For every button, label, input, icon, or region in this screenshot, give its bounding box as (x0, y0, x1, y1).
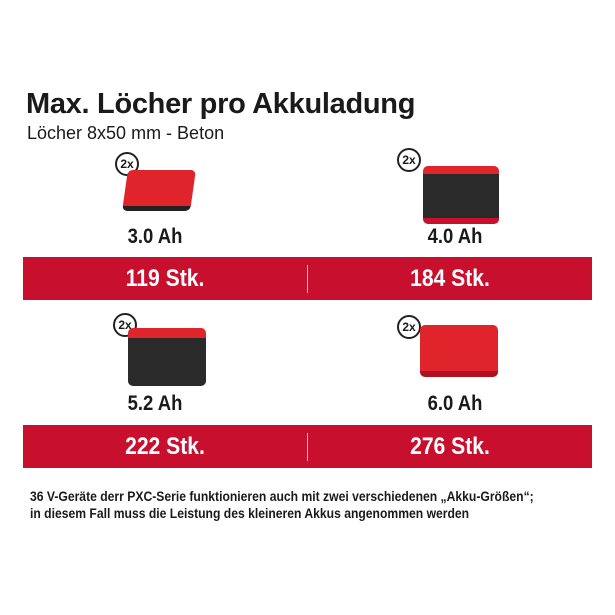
quantity-badge: 2x (115, 152, 139, 176)
capacity-label: 6.0 Ah (427, 392, 483, 415)
divider (307, 265, 308, 293)
holes-count: 276 Stk. (410, 433, 490, 460)
holes-count: 184 Stk. (410, 265, 490, 292)
battery-4ah-icon (423, 166, 499, 224)
battery-3ah-icon (122, 170, 196, 211)
capacity-label: 5.2 Ah (127, 392, 183, 415)
battery-6ah-icon (420, 325, 498, 377)
battery-5-2ah-icon (128, 328, 206, 386)
footnote-line: 36 V-Geräte derr PXC-Serie funktionieren… (30, 489, 534, 504)
quantity-badge: 2x (397, 148, 421, 172)
quantity-badge: 2x (397, 315, 421, 339)
holes-count: 222 Stk. (125, 433, 205, 460)
capacity-label: 4.0 Ah (427, 225, 483, 248)
result-band: 222 Stk. 276 Stk. (23, 425, 592, 468)
footnote-line: in diesem Fall muss die Leistung des kle… (30, 506, 470, 521)
divider (307, 433, 308, 461)
page-subtitle: Löcher 8x50 mm - Beton (27, 123, 225, 143)
capacity-label: 3.0 Ah (127, 225, 183, 248)
holes-count: 119 Stk. (125, 265, 205, 292)
page-title: Max. Löcher pro Akkuladung (26, 88, 416, 120)
result-band: 119 Stk. 184 Stk. (23, 257, 592, 300)
footnote: 36 V-Geräte derr PXC-Serie funktionieren… (30, 488, 606, 522)
